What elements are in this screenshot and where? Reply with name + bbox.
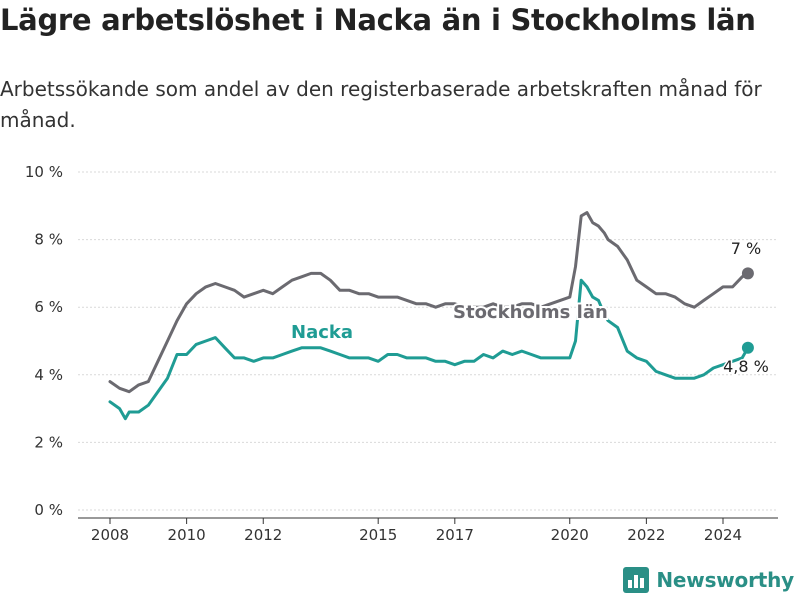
stockholm-end-point — [741, 267, 754, 280]
brand-name: Newsworthy — [656, 568, 794, 592]
series-labels: Stockholms län Nacka 7 % 4,8 % — [289, 238, 770, 378]
stockholm-line — [108, 211, 750, 394]
series-label-stockholm: Stockholms län — [453, 302, 608, 323]
x-axis: 2008 2010 2012 2015 2017 2020 2022 2024 — [78, 517, 778, 544]
x-tick-label: 2022 — [627, 526, 665, 544]
chart-title: Lägre arbetslöshet i Nacka än i Stockhol… — [0, 3, 756, 37]
y-tick-label: 2 % — [34, 433, 63, 451]
newsworthy-brand[interactable]: Newsworthy — [623, 566, 794, 594]
end-label-nacka: 4,8 % — [723, 357, 769, 376]
x-tick-label: 2010 — [168, 526, 206, 544]
x-tick-label: 2024 — [704, 526, 742, 544]
gridlines — [78, 171, 778, 511]
end-label-stockholm: 7 % — [731, 239, 761, 258]
y-tick-label: 6 % — [34, 298, 63, 316]
y-tick-label: 10 % — [25, 163, 63, 181]
x-tick-label: 2017 — [436, 526, 474, 544]
nacka-line — [108, 278, 750, 421]
y-tick-label: 4 % — [34, 366, 63, 384]
line-chart: 0 % 2 % 4 % 6 % 8 % 10 % 2008 2010 2012 2015 2017… — [25, 163, 778, 544]
y-tick-label: 0 % — [34, 501, 63, 519]
x-tick-label: 2008 — [91, 526, 129, 544]
x-tick-label: 2020 — [551, 526, 589, 544]
x-tick-label: 2012 — [244, 526, 282, 544]
chart-subtitle: Arbetssökande som andel av den registerb… — [0, 77, 762, 132]
y-axis-ticks: 0 % 2 % 4 % 6 % 8 % 10 % — [25, 163, 63, 519]
nacka-end-point — [741, 341, 754, 354]
series-lines — [108, 211, 754, 421]
series-label-nacka: Nacka — [291, 322, 353, 343]
x-tick-label: 2015 — [359, 526, 397, 544]
bar-chart-logo-icon — [623, 567, 650, 593]
y-tick-label: 8 % — [34, 231, 63, 249]
